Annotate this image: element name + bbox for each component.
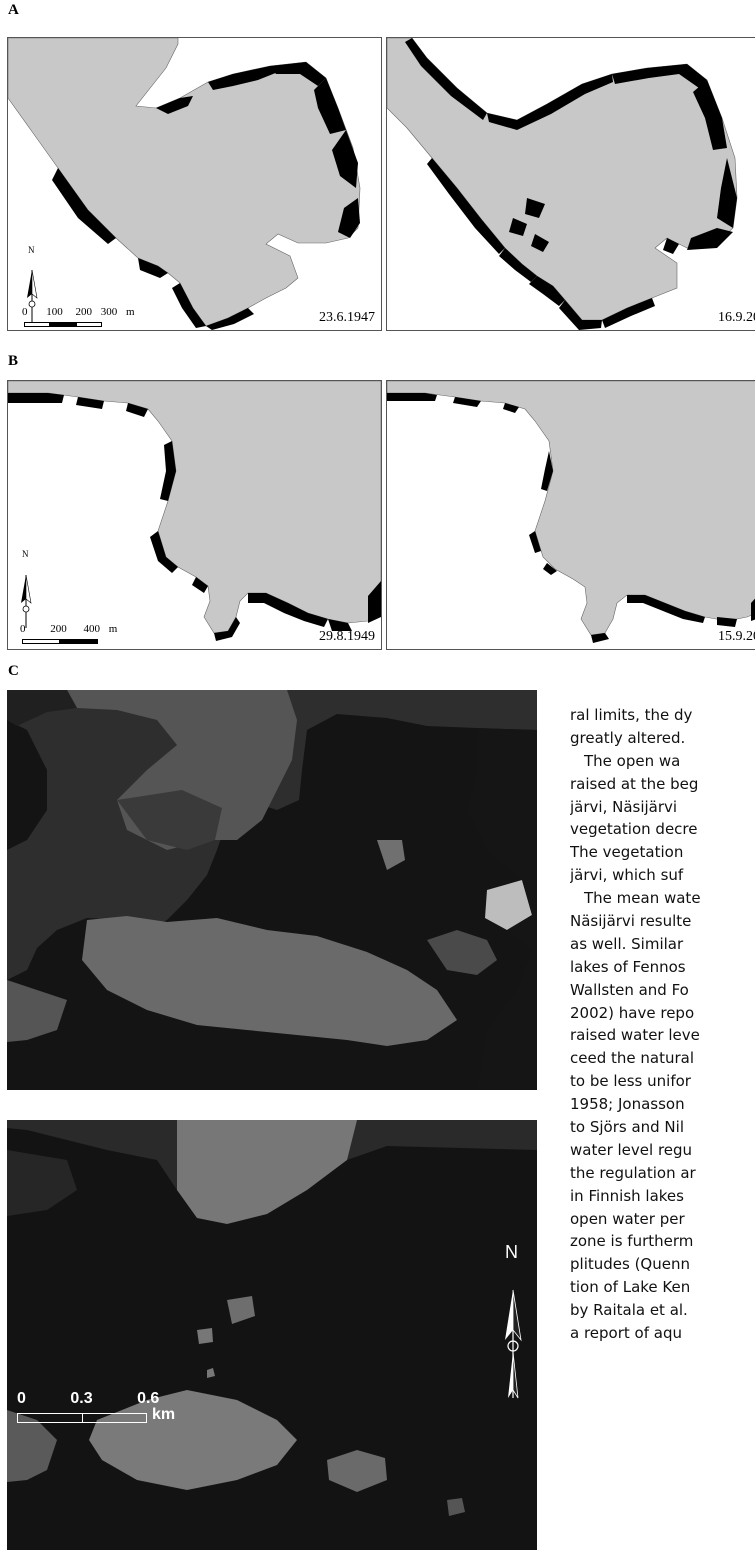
scale-bar-c: 0 0.3 0.6 xyxy=(17,1390,159,1408)
scale-tick: 0 xyxy=(17,1390,26,1407)
map-date: 16.9.2000 xyxy=(718,310,755,325)
text-line: The open wa xyxy=(584,751,681,770)
lake-shape-a-2000 xyxy=(387,38,738,330)
text-line: open water per xyxy=(570,1209,685,1228)
scale-tick: 400 xyxy=(83,623,101,635)
north-label: N xyxy=(22,549,29,559)
scale-tick: 100 xyxy=(46,306,63,318)
text-line: Wallsten and Fo xyxy=(570,980,689,999)
scale-unit: m xyxy=(126,306,135,318)
map-date: 23.6.1947 xyxy=(319,310,375,325)
text-line: järvi, Näsijärvi xyxy=(570,797,678,816)
text-line: raised at the beg xyxy=(570,774,699,793)
north-arrow-icon xyxy=(21,574,32,628)
map-date: 15.9.2000 xyxy=(718,629,755,644)
text-line: plitudes (Quenn xyxy=(570,1255,690,1274)
text-line: a report of aqu xyxy=(570,1324,682,1343)
text-line: vegetation decre xyxy=(570,820,698,839)
lake-shape-b-2000 xyxy=(387,381,755,643)
lake-shape-a-1947 xyxy=(8,38,361,330)
scale-segment xyxy=(22,639,60,644)
aerial-photo-bottom-image xyxy=(7,1120,537,1550)
map-a-2000: 16.9.2000 xyxy=(386,37,755,331)
text-line: Näsijärvi resulte xyxy=(570,912,692,931)
scale-divider xyxy=(82,1413,83,1423)
scale-tick: 0.6 xyxy=(137,1390,160,1407)
north-label: N xyxy=(505,1242,518,1262)
aerial-photo-top xyxy=(7,690,537,1090)
text-line: zone is furtherm xyxy=(570,1232,694,1251)
scale-bar-b: 0 200 400 m xyxy=(20,623,117,635)
scale-segment xyxy=(24,322,50,327)
scale-segment xyxy=(76,322,102,327)
north-arrow-icon xyxy=(505,1289,522,1399)
scale-segment xyxy=(60,639,98,644)
text-line: The vegetation xyxy=(570,843,684,862)
text-line: lakes of Fennos xyxy=(570,957,686,976)
scale-segment xyxy=(50,322,76,327)
scale-unit: km xyxy=(152,1406,176,1423)
text-line: 2002) have repo xyxy=(570,1003,695,1022)
map-date: 29.8.1949 xyxy=(319,629,375,644)
text-line: ral limits, the dy xyxy=(570,706,693,724)
scale-tick: 0 xyxy=(22,306,28,318)
text-line: to Sjörs and Nil xyxy=(570,1118,684,1137)
aerial-photo-bottom: N 0 0.3 0.6 km xyxy=(7,1120,537,1550)
scale-bar-a: 0 100 200 300 m xyxy=(22,306,135,318)
scale-unit: m xyxy=(108,623,118,635)
text-line: the regulation ar xyxy=(570,1163,696,1182)
map-b-1949: N 0 200 400 m 29.8.1949 xyxy=(7,380,382,650)
lake-shape-b-1949 xyxy=(8,381,381,641)
map-a-1947: N 0 100 200 300 m 23.6.1947 xyxy=(7,37,382,331)
north-arrow-icon xyxy=(27,269,38,323)
panel-label-c: C xyxy=(8,663,19,679)
text-line: raised water leve xyxy=(570,1026,700,1045)
scale-tick: 300 xyxy=(100,306,118,318)
text-line: The mean wate xyxy=(584,889,701,908)
scale-tick: 200 xyxy=(50,623,67,635)
aerial-photo-top-image xyxy=(7,690,537,1090)
scale-tick: 0 xyxy=(20,623,26,635)
text-line: tion of Lake Ken xyxy=(570,1278,691,1297)
text-line: ceed the natural xyxy=(570,1049,694,1068)
body-text-column: ral limits, the dy greatly altered. The … xyxy=(570,704,755,1345)
text-line: water level regu xyxy=(570,1140,693,1159)
text-line: as well. Similar xyxy=(570,934,684,953)
map-b-2000: 15.9.2000 xyxy=(386,380,755,650)
scale-tick: 0.3 xyxy=(70,1390,93,1407)
text-line: to be less unifor xyxy=(570,1072,691,1091)
north-label: N xyxy=(28,245,35,255)
panel-label-a: A xyxy=(8,2,19,18)
text-line: by Raitala et al. xyxy=(570,1301,688,1320)
scale-tick: 200 xyxy=(75,306,93,318)
text-line: greatly altered. xyxy=(570,728,686,747)
text-line: in Finnish lakes xyxy=(570,1186,684,1205)
panel-label-b: B xyxy=(8,353,19,369)
text-line: järvi, which suf xyxy=(570,866,684,885)
text-line: 1958; Jonasson xyxy=(570,1095,685,1114)
